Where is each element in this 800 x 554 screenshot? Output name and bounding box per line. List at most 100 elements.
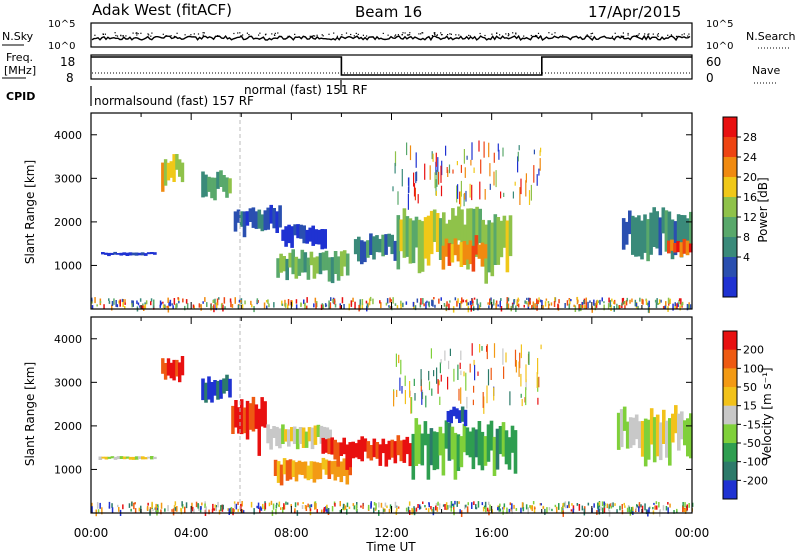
power-speckle bbox=[564, 303, 566, 308]
power-speckle bbox=[529, 297, 531, 305]
velocity-streak bbox=[420, 369, 422, 386]
velocity-speckle bbox=[352, 503, 355, 506]
velocity-speckle bbox=[503, 506, 505, 510]
velocity-ytick-label: 4000 bbox=[54, 333, 82, 346]
velocity-region-7 bbox=[513, 430, 518, 474]
power-region-8 bbox=[444, 238, 449, 257]
velocity-region-6 bbox=[351, 441, 355, 459]
velocity-speckle bbox=[597, 506, 600, 512]
velocity-region-0 bbox=[98, 456, 103, 460]
velocity-speckle bbox=[283, 503, 285, 510]
power-region-7 bbox=[472, 208, 476, 257]
power-streak bbox=[394, 162, 396, 174]
power-speckle bbox=[419, 302, 422, 308]
power-speckle bbox=[91, 305, 94, 310]
power-speckle bbox=[94, 297, 96, 304]
velocity-speckle bbox=[396, 506, 398, 509]
velocity-streak bbox=[400, 359, 402, 375]
velocity-speckle bbox=[673, 510, 675, 514]
velocity-region-9 bbox=[640, 421, 645, 457]
power-speckle bbox=[677, 302, 679, 307]
velocity-streak bbox=[396, 389, 398, 397]
velocity-region-5 bbox=[321, 457, 326, 470]
power-speckle bbox=[676, 303, 678, 309]
power-speckle bbox=[167, 297, 169, 303]
velocity-speckle bbox=[253, 508, 255, 515]
velocity-colorbar-tick: 100 bbox=[743, 362, 764, 375]
velocity-ytick-label: 1000 bbox=[54, 463, 82, 476]
power-region-9 bbox=[643, 214, 647, 253]
power-region-7 bbox=[414, 216, 419, 248]
power-streak bbox=[497, 143, 499, 152]
velocity-region-4 bbox=[292, 426, 297, 444]
power-region-0 bbox=[107, 252, 111, 257]
power-region-6 bbox=[390, 234, 394, 255]
velocity-speckle bbox=[237, 508, 239, 512]
power-streak bbox=[452, 169, 454, 174]
power-streak bbox=[460, 164, 462, 173]
power-streak bbox=[407, 193, 409, 210]
power-speckle bbox=[553, 301, 556, 307]
velocity-speckle bbox=[99, 502, 101, 509]
power-colorbar-swatch bbox=[723, 117, 737, 138]
velocity-speckle bbox=[213, 508, 215, 511]
power-speckle bbox=[218, 297, 220, 300]
velocity-speckle bbox=[511, 503, 513, 510]
power-speckle bbox=[334, 303, 337, 308]
power-speckle bbox=[476, 298, 478, 305]
velocity-speckle bbox=[458, 501, 460, 504]
velocity-speckle bbox=[156, 507, 158, 511]
power-speckle bbox=[325, 304, 328, 307]
velocity-colorbar-swatch bbox=[723, 331, 737, 351]
velocity-region-7 bbox=[501, 422, 506, 457]
power-speckle bbox=[487, 302, 489, 305]
velocity-speckle bbox=[435, 502, 438, 507]
velocity-streak bbox=[469, 363, 471, 373]
velocity-speckle bbox=[603, 502, 606, 508]
noise-tick-left-bottom: 10^0 bbox=[48, 41, 75, 52]
nsky-label: N.Sky bbox=[2, 30, 34, 43]
power-streak bbox=[528, 190, 531, 205]
velocity-speckle bbox=[275, 504, 278, 509]
velocity-speckle bbox=[346, 502, 349, 508]
power-region-6 bbox=[381, 234, 385, 257]
power-streak bbox=[416, 171, 418, 182]
power-streak bbox=[413, 183, 416, 197]
power-speckle bbox=[313, 303, 315, 308]
velocity-speckle bbox=[373, 507, 375, 513]
velocity-speckle bbox=[91, 506, 93, 513]
velocity-region-2 bbox=[228, 378, 232, 398]
power-region-4 bbox=[287, 224, 291, 244]
power-ytick-label: 2000 bbox=[54, 216, 82, 229]
velocity-speckle bbox=[465, 504, 467, 508]
power-ytick-label: 4000 bbox=[54, 129, 82, 142]
velocity-speckle bbox=[353, 505, 356, 510]
velocity-speckle bbox=[682, 502, 684, 509]
power-region-9 bbox=[670, 219, 675, 260]
velocity-region-0 bbox=[116, 456, 121, 460]
velocity-region-5 bbox=[276, 461, 281, 483]
power-speckle bbox=[491, 304, 493, 308]
power-panel: 4000 3000 2000 1000 Slant Range [km] bbox=[23, 112, 693, 314]
power-speckle bbox=[144, 302, 146, 305]
power-region-0 bbox=[101, 252, 105, 255]
power-streak bbox=[530, 184, 532, 201]
velocity-speckle bbox=[632, 508, 634, 515]
power-region-6 bbox=[387, 233, 391, 247]
power-speckle bbox=[115, 300, 117, 307]
velocity-speckle bbox=[222, 504, 224, 510]
velocity-colorbar-swatch bbox=[723, 368, 737, 388]
power-region-3 bbox=[248, 208, 253, 222]
velocity-speckle bbox=[654, 505, 656, 510]
velocity-speckle bbox=[481, 502, 484, 506]
velocity-colorbar-swatch bbox=[723, 424, 737, 444]
power-speckle bbox=[380, 302, 382, 309]
power-region-4 bbox=[305, 229, 309, 244]
power-streak bbox=[435, 152, 437, 167]
velocity-region-7 bbox=[456, 434, 461, 471]
power-speckle bbox=[512, 303, 514, 308]
velocity-region-6 bbox=[363, 438, 368, 452]
power-region-0 bbox=[110, 252, 114, 255]
power-region-7 bbox=[438, 218, 443, 260]
velocity-streak bbox=[448, 360, 450, 370]
